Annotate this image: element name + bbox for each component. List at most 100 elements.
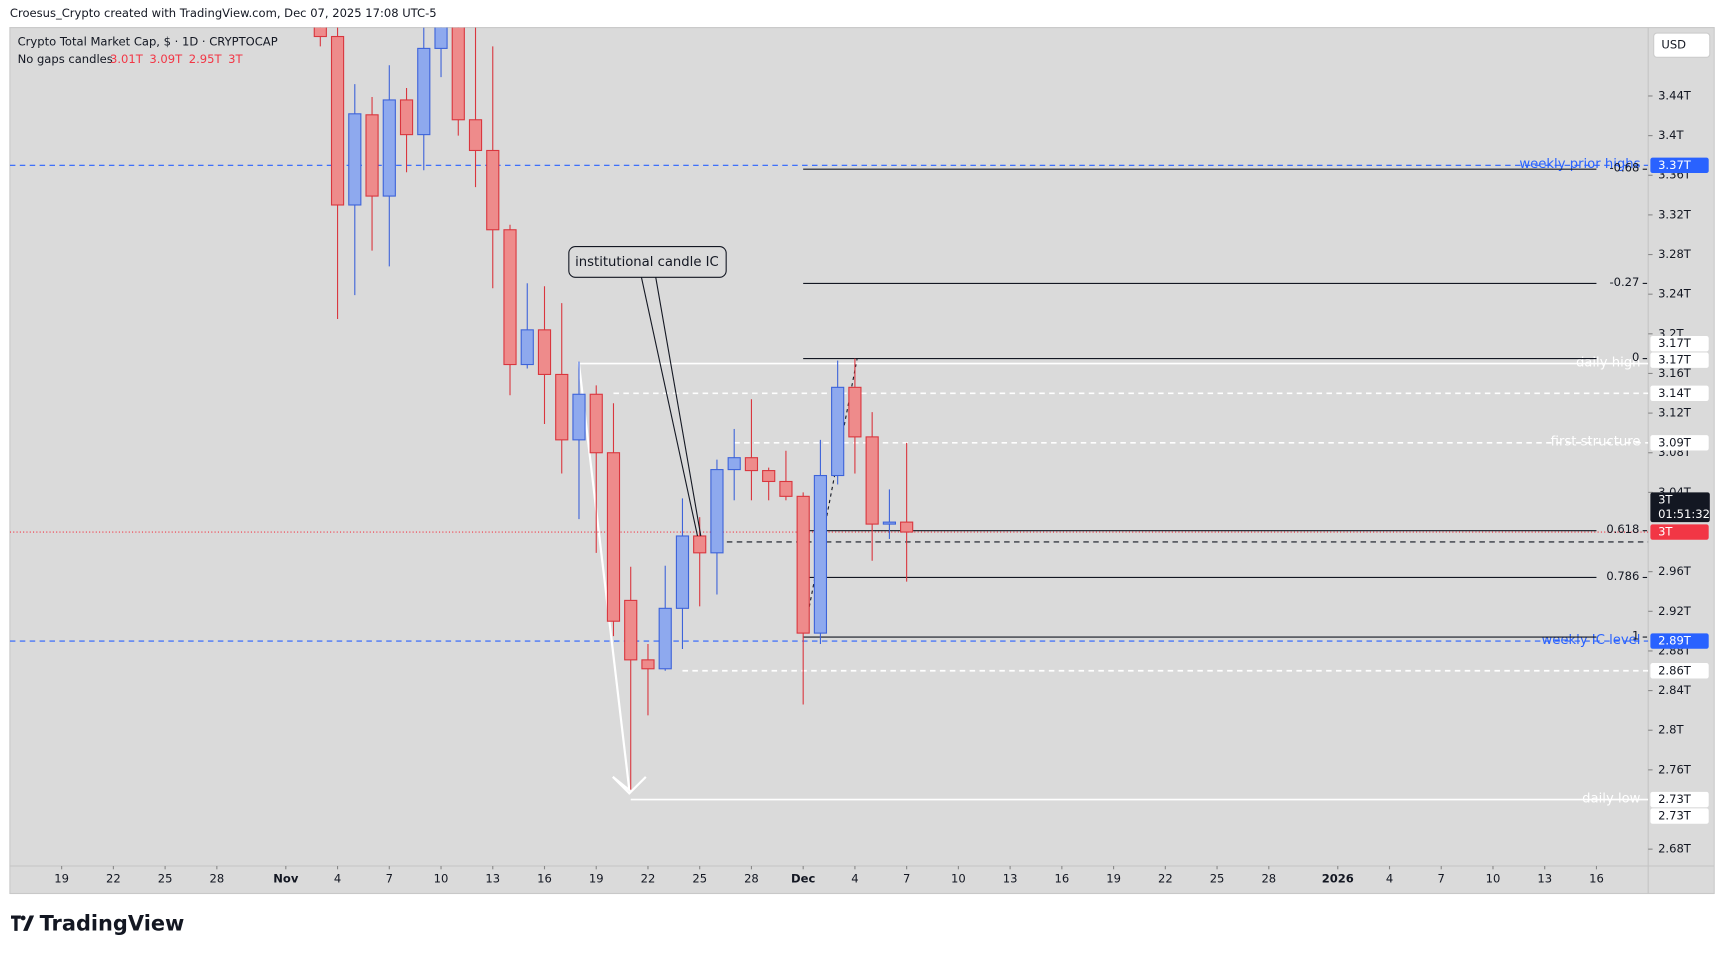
candle-body bbox=[382, 99, 396, 197]
candle-body bbox=[658, 607, 672, 670]
x-tick-label: 16 bbox=[1589, 872, 1604, 886]
y-tick-label: 3.44T bbox=[1658, 88, 1692, 102]
price-badge bbox=[1650, 435, 1709, 451]
x-tick-label: 22 bbox=[641, 872, 656, 886]
candle-body bbox=[813, 474, 828, 634]
x-tick-label: 4 bbox=[334, 872, 341, 886]
callout-pointer bbox=[640, 277, 699, 537]
x-tick-label: 10 bbox=[951, 872, 966, 886]
candle-body bbox=[900, 521, 914, 533]
currency-box[interactable] bbox=[1653, 32, 1711, 58]
price-badge bbox=[1650, 385, 1709, 401]
candle-body bbox=[882, 521, 897, 525]
legend-style: No gaps candles bbox=[18, 52, 113, 66]
x-tick-label: 13 bbox=[1537, 872, 1552, 886]
price-badge bbox=[1650, 336, 1709, 352]
level-label: first structure bbox=[1551, 435, 1641, 450]
legend-value: 3.09T bbox=[149, 52, 183, 66]
x-tick-label: 22 bbox=[1158, 872, 1173, 886]
price-badge-label: 3.09T bbox=[1658, 435, 1692, 449]
y-tick-label: 2.76T bbox=[1658, 762, 1692, 776]
price-badge bbox=[1650, 791, 1709, 808]
candle-body bbox=[520, 329, 534, 366]
candle-body bbox=[744, 457, 759, 472]
countdown: 01:51:32 bbox=[1658, 507, 1710, 521]
x-tick-label: 7 bbox=[1438, 872, 1445, 886]
logo: TradingView bbox=[11, 911, 184, 935]
level-label: daily low bbox=[1582, 791, 1641, 806]
price-badge-label: 3.37T bbox=[1658, 158, 1692, 172]
x-tick-label: 16 bbox=[537, 872, 552, 886]
candle-body bbox=[848, 386, 862, 438]
x-tick-label: 25 bbox=[1210, 872, 1225, 886]
y-tick-label: 2.84T bbox=[1658, 683, 1692, 697]
current-price-label: 3T bbox=[1658, 493, 1673, 507]
candle-body bbox=[589, 393, 603, 454]
candle-body bbox=[710, 469, 724, 554]
x-tick-label: Dec bbox=[791, 872, 815, 886]
price-badge bbox=[1650, 808, 1709, 824]
plot: weekly prior highs daily high first struct… bbox=[9, 27, 1649, 806]
legend-value: 2.95T bbox=[189, 52, 223, 66]
candle-body bbox=[451, 27, 465, 121]
candle-body bbox=[399, 99, 414, 136]
x-tick-label: 22 bbox=[106, 872, 121, 886]
candle-body bbox=[503, 229, 517, 366]
x-tick-label: 19 bbox=[589, 872, 604, 886]
axes: 3.44T3.4T3.36T3.32T3.28T3.24T3.2T3.16T3.… bbox=[54, 88, 1692, 885]
candle-body bbox=[486, 149, 500, 231]
price-badge-label: 3.17T bbox=[1658, 353, 1692, 367]
candle-body bbox=[606, 452, 621, 622]
y-tick-label: 2.68T bbox=[1658, 842, 1692, 856]
x-tick-label: 28 bbox=[209, 872, 224, 886]
legend-title: Crypto Total Market Cap, $ · 1D · CRYPTO… bbox=[18, 34, 278, 48]
candle-body bbox=[865, 436, 879, 525]
candle-body bbox=[555, 373, 569, 441]
callout-pointer bbox=[655, 277, 702, 537]
candle-body bbox=[675, 535, 690, 609]
x-tick-label: 19 bbox=[54, 872, 69, 886]
legend-value: 3.01T bbox=[110, 52, 144, 66]
x-tick-label: 4 bbox=[1386, 872, 1393, 886]
logo-icon bbox=[11, 915, 35, 931]
logo-text: TradingView bbox=[40, 911, 185, 935]
price-badge-label: 3T bbox=[1658, 525, 1673, 539]
level-label: weekly IC level bbox=[1542, 633, 1641, 648]
x-tick-label: 2026 bbox=[1322, 872, 1354, 886]
price-badge-label: 3.17T bbox=[1658, 336, 1692, 350]
level-label: daily high bbox=[1576, 355, 1641, 370]
price-badge bbox=[1650, 157, 1709, 174]
y-tick-label: 3.16T bbox=[1658, 366, 1692, 380]
candle-body bbox=[727, 457, 741, 471]
legend-value: 3T bbox=[228, 52, 243, 66]
fib-label: 0.618 bbox=[1606, 522, 1639, 536]
candle-body bbox=[572, 393, 586, 441]
y-tick-label: 3.32T bbox=[1658, 207, 1692, 221]
x-tick-label: 28 bbox=[744, 872, 759, 886]
level-label: weekly prior highs bbox=[1519, 157, 1640, 172]
price-badge-label: 2.86T bbox=[1658, 663, 1692, 677]
x-tick-label: 16 bbox=[1054, 872, 1069, 886]
drawing-arrowhead bbox=[612, 776, 647, 795]
price-badge bbox=[1650, 663, 1709, 679]
currency[interactable]: USD bbox=[1661, 38, 1686, 52]
fib-label: 0 bbox=[1632, 350, 1639, 364]
x-tick-label: 10 bbox=[434, 872, 449, 886]
x-tick-label: 4 bbox=[851, 872, 858, 886]
x-tick-label: 13 bbox=[485, 872, 500, 886]
price-badge-label: 2.89T bbox=[1658, 634, 1692, 648]
chart-frame bbox=[9, 27, 1715, 895]
candle-body bbox=[641, 659, 655, 670]
x-tick-label: 25 bbox=[158, 872, 173, 886]
x-tick-label: 19 bbox=[1106, 872, 1121, 886]
candle-body bbox=[762, 470, 776, 483]
fib-label: -0.27 bbox=[1609, 275, 1639, 289]
y-tick-label: 3.28T bbox=[1658, 247, 1692, 261]
x-tick-label: 7 bbox=[386, 872, 393, 886]
price-badge bbox=[1650, 352, 1709, 368]
candle-body bbox=[468, 119, 483, 152]
candle-body bbox=[348, 113, 362, 206]
callout-box bbox=[568, 245, 727, 278]
